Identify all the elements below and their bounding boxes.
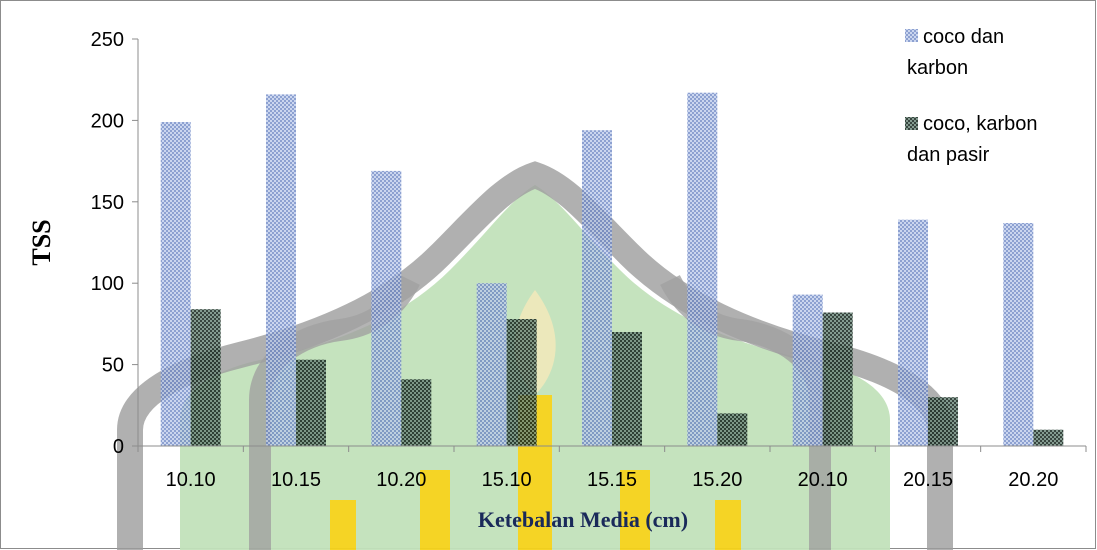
y-tick-label: 150 <box>91 192 124 214</box>
bar-2-15.10 <box>506 319 537 446</box>
bar-1-15.20 <box>687 92 718 446</box>
legend-swatch-1 <box>905 29 918 42</box>
bar-1-10.20 <box>371 170 402 446</box>
bar-2-10.15 <box>296 359 326 446</box>
bar-1-20.20 <box>1003 223 1034 446</box>
bar-1-10.15 <box>266 94 296 447</box>
bar-2-15.20 <box>717 413 748 446</box>
bar-2-10.10 <box>190 309 221 446</box>
x-tick-label: 20.20 <box>1008 469 1058 491</box>
bar-2-20.10 <box>822 312 853 446</box>
y-axis-title: TSS <box>27 219 56 265</box>
x-tick-label: 15.20 <box>692 469 742 491</box>
y-tick-label: 250 <box>91 29 124 51</box>
watermark-bar-left <box>420 470 450 550</box>
bar-2-20.15 <box>928 397 958 446</box>
bar-1-20.10 <box>792 294 823 446</box>
x-tick-label: 10.15 <box>271 469 321 491</box>
x-tick-label: 20.15 <box>903 469 953 491</box>
y-tick-label: 50 <box>102 355 124 377</box>
legend-swatch-2 <box>905 117 918 130</box>
bar-1-15.15 <box>582 130 612 446</box>
legend-label-1: karbon <box>907 57 968 79</box>
x-tick-label: 15.10 <box>482 469 532 491</box>
legend: coco dan karbon coco, karbon dan pasir <box>905 26 1038 166</box>
x-tick-label: 20.10 <box>798 469 848 491</box>
y-tick-label: 100 <box>91 273 124 295</box>
x-axis-title: Ketebalan Media (cm) <box>478 507 688 532</box>
x-tick-label: 10.20 <box>376 469 426 491</box>
bar-2-20.20 <box>1033 429 1064 446</box>
legend-label-2: dan pasir <box>907 144 990 166</box>
legend-label-2: coco, karbon <box>923 113 1038 135</box>
axes: 0 50 100 150 200 250 10.10 10.15 10.20 15.10 15.15… <box>27 29 1087 532</box>
bar-1-20.15 <box>898 219 928 446</box>
bar-1-15.10 <box>476 283 507 446</box>
x-tick-label: 10.10 <box>166 469 216 491</box>
legend-label-1: coco dan <box>923 26 1004 48</box>
y-tick-label: 0 <box>113 436 124 458</box>
x-tick-label: 15.15 <box>587 469 637 491</box>
bar-2-10.20 <box>401 379 432 446</box>
plot-area <box>160 92 1064 447</box>
bar-2-15.15 <box>612 332 642 446</box>
bar-1-10.10 <box>160 122 191 446</box>
watermark-bar-right2 <box>715 500 741 550</box>
watermark-bar-right <box>620 470 650 550</box>
watermark-bar-left2 <box>330 500 356 550</box>
y-tick-label: 200 <box>91 110 124 132</box>
